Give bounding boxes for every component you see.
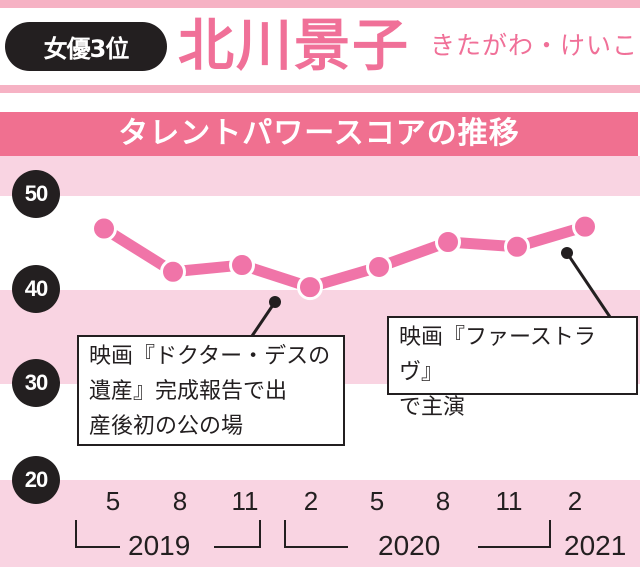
- callout-dot-right: [561, 247, 573, 259]
- x-tick-label: 5: [105, 486, 121, 516]
- year-bracket-2020-right: [549, 520, 551, 548]
- x-tick-label: 11: [495, 486, 523, 516]
- annotation-left-line: 遺産』完成報告で出: [89, 379, 288, 404]
- header-rule: [0, 85, 640, 93]
- callout-dot-left: [269, 296, 281, 308]
- year-bracket-2019-left: [75, 520, 77, 548]
- x-tick-label: 2: [303, 486, 319, 516]
- annotation-left-line: 産後初の公の場: [89, 414, 244, 439]
- data-point: [435, 229, 461, 255]
- data-point: [572, 213, 598, 240]
- name-reading: きたがわ・けいこ: [430, 31, 639, 60]
- y-tick-50: 50: [12, 170, 60, 218]
- series-points: [91, 213, 598, 301]
- annotation-right-line: で主演: [399, 395, 466, 420]
- data-point: [91, 215, 117, 242]
- series-segment: [101, 223, 176, 277]
- y-tick-20: 20: [12, 456, 60, 504]
- year-bracket-2019-left-rule: [75, 546, 120, 548]
- y-tick-30: 30: [12, 359, 60, 407]
- chart-title: タレントパワースコアの推移: [0, 112, 638, 156]
- person-name: 北川景子: [178, 14, 410, 79]
- x-tick-label: 8: [172, 486, 188, 516]
- annotation-left: 映画『ドクター・デスの 遺産』完成報告で出 産後初の公の場: [77, 335, 345, 446]
- data-point: [229, 252, 255, 279]
- annotation-right-line: 映画『ファーストラヴ』: [399, 325, 596, 385]
- callout-leader-right: [565, 252, 612, 318]
- year-label-2019: 2019: [128, 530, 191, 561]
- rank-badge: 女優3位: [5, 22, 167, 71]
- x-tick-label: 2: [567, 486, 583, 516]
- year-bracket-2019-right: [259, 520, 261, 548]
- band-below-20: [0, 480, 640, 567]
- annotation-right: 映画『ファーストラヴ』 で主演: [387, 316, 638, 420]
- year-label-2020: 2020: [378, 530, 441, 561]
- data-point: [160, 258, 186, 285]
- top-rule: [0, 0, 640, 8]
- x-tick-label: 11: [231, 486, 259, 516]
- callout-leader-left: [250, 301, 277, 337]
- year-bracket-2020-left-rule: [284, 546, 348, 548]
- x-tick-label: 8: [435, 486, 451, 516]
- annotation-left-line: 映画『ドクター・デスの: [89, 344, 331, 369]
- data-point: [366, 253, 392, 280]
- x-tick-label: 5: [369, 486, 385, 516]
- year-bracket-2020-left: [284, 520, 286, 548]
- band-50-60: [0, 156, 640, 196]
- year-bracket-2020-right-rule: [478, 546, 550, 548]
- year-bracket-2019-right-rule: [214, 546, 260, 548]
- data-point: [297, 274, 323, 301]
- y-tick-40: 40: [12, 265, 60, 313]
- data-point: [504, 233, 530, 260]
- year-label-2021: 2021: [564, 530, 627, 561]
